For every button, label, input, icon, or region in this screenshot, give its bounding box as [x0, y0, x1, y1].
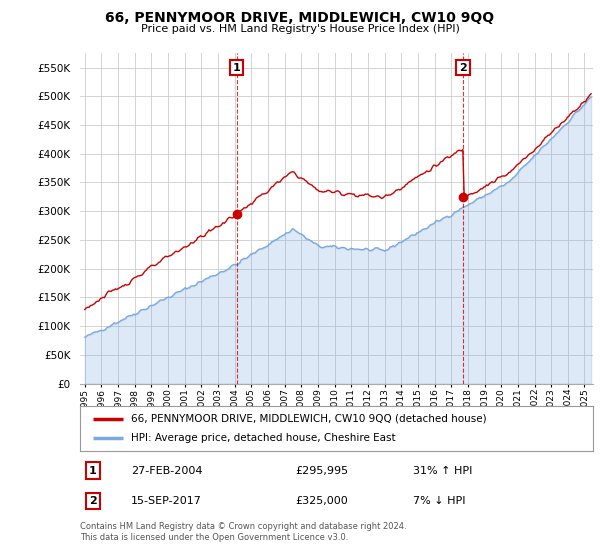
- Text: 2: 2: [459, 63, 467, 73]
- Text: 1: 1: [89, 465, 97, 475]
- Text: 66, PENNYMOOR DRIVE, MIDDLEWICH, CW10 9QQ (detached house): 66, PENNYMOOR DRIVE, MIDDLEWICH, CW10 9Q…: [131, 413, 487, 423]
- Text: 27-FEB-2004: 27-FEB-2004: [131, 465, 203, 475]
- Text: £295,995: £295,995: [295, 465, 349, 475]
- Text: 7% ↓ HPI: 7% ↓ HPI: [413, 496, 466, 506]
- Text: £325,000: £325,000: [295, 496, 348, 506]
- Text: HPI: Average price, detached house, Cheshire East: HPI: Average price, detached house, Ches…: [131, 433, 396, 444]
- Text: This data is licensed under the Open Government Licence v3.0.: This data is licensed under the Open Gov…: [80, 533, 348, 542]
- Text: Contains HM Land Registry data © Crown copyright and database right 2024.: Contains HM Land Registry data © Crown c…: [80, 522, 406, 531]
- Text: 66, PENNYMOOR DRIVE, MIDDLEWICH, CW10 9QQ: 66, PENNYMOOR DRIVE, MIDDLEWICH, CW10 9Q…: [106, 11, 494, 25]
- Text: Price paid vs. HM Land Registry's House Price Index (HPI): Price paid vs. HM Land Registry's House …: [140, 24, 460, 34]
- Text: 1: 1: [233, 63, 241, 73]
- Text: 31% ↑ HPI: 31% ↑ HPI: [413, 465, 473, 475]
- Text: 2: 2: [89, 496, 97, 506]
- Text: 15-SEP-2017: 15-SEP-2017: [131, 496, 202, 506]
